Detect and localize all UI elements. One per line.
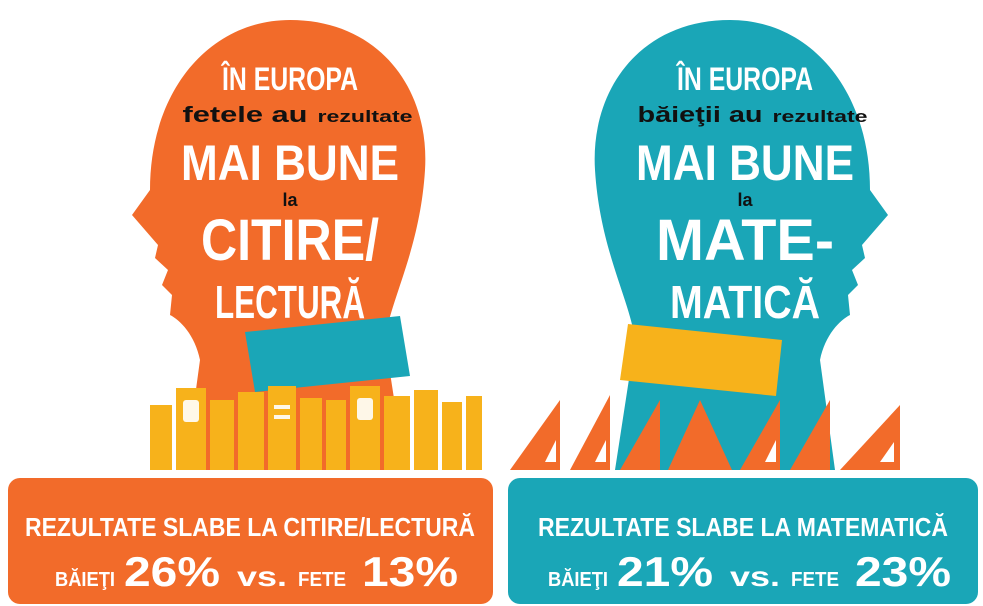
girls-value: 23% bbox=[855, 548, 951, 595]
emphasis: MAI BUNE bbox=[181, 135, 399, 191]
subject: băieţii au bbox=[638, 102, 763, 127]
field-line: CITIRE/ bbox=[201, 208, 379, 273]
field-line: MATICĂ bbox=[670, 276, 820, 328]
connector: la bbox=[282, 190, 298, 210]
girls-label: FETE bbox=[298, 569, 346, 591]
boys-label: BĂIEŢI bbox=[548, 568, 608, 591]
girls-value: 13% bbox=[362, 548, 458, 595]
phrase: rezultate bbox=[318, 107, 413, 126]
field-line: LECTURĂ bbox=[215, 276, 365, 328]
versus: vs. bbox=[237, 561, 287, 592]
result-title: REZULTATE SLABE LA CITIRE/LECTURĂ bbox=[25, 512, 475, 542]
versus: vs. bbox=[730, 561, 780, 592]
infographic: ÎN EUROPAfetele aurezultateMAI BUNElaCIT… bbox=[0, 0, 983, 606]
heading: ÎN EUROPA bbox=[675, 61, 813, 97]
result-title: REZULTATE SLABE LA MATEMATICĂ bbox=[538, 512, 948, 542]
girls-label: FETE bbox=[791, 569, 839, 591]
heading: ÎN EUROPA bbox=[220, 61, 358, 97]
emphasis: MAI BUNE bbox=[636, 135, 854, 191]
field-line: MATE- bbox=[656, 208, 834, 273]
subject: fetele au bbox=[183, 102, 308, 127]
connector: la bbox=[737, 190, 753, 210]
boys-value: 26% bbox=[124, 548, 220, 595]
boys-value: 21% bbox=[617, 548, 713, 595]
phrase: rezultate bbox=[773, 107, 868, 126]
boys-label: BĂIEŢI bbox=[55, 568, 115, 591]
